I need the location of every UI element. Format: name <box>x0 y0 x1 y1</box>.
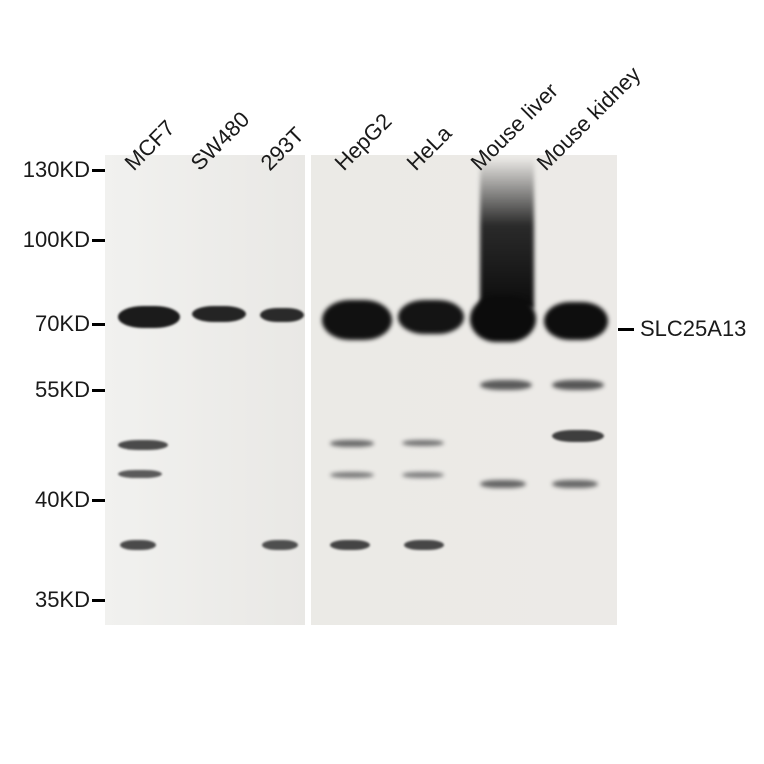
band-main-lane-0 <box>118 306 180 328</box>
band-secondary-13 <box>480 480 526 488</box>
mw-tick-1 <box>92 239 105 242</box>
band-main-lane-4 <box>398 300 464 334</box>
band-secondary-11 <box>552 380 604 390</box>
mw-tick-4 <box>92 499 105 502</box>
band-main-lane-1 <box>192 306 246 322</box>
band-main-lane-3 <box>322 300 392 340</box>
mw-label-4: 40KD <box>0 487 90 513</box>
lane-smear-mouse-liver <box>480 158 534 308</box>
blot-membrane-left <box>105 155 305 625</box>
protein-label: SLC25A13 <box>640 316 746 342</box>
band-secondary-14 <box>552 480 598 488</box>
band-secondary-8 <box>330 540 370 550</box>
band-secondary-6 <box>330 472 374 478</box>
band-secondary-7 <box>402 472 444 478</box>
mw-label-5: 35KD <box>0 587 90 613</box>
mw-tick-2 <box>92 323 105 326</box>
band-secondary-12 <box>552 430 604 442</box>
mw-tick-5 <box>92 599 105 602</box>
band-secondary-5 <box>402 440 444 446</box>
band-secondary-1 <box>118 470 162 478</box>
band-secondary-0 <box>118 440 168 450</box>
mw-tick-0 <box>92 169 105 172</box>
blot-membrane-right <box>311 155 617 625</box>
band-secondary-4 <box>330 440 374 447</box>
protein-label-tick <box>618 328 634 331</box>
mw-label-2: 70KD <box>0 311 90 337</box>
mw-label-0: 130KD <box>0 157 90 183</box>
band-main-lane-2 <box>260 308 304 322</box>
band-main-lane-6 <box>544 302 608 340</box>
mw-label-3: 55KD <box>0 377 90 403</box>
mw-label-1: 100KD <box>0 227 90 253</box>
mw-tick-3 <box>92 389 105 392</box>
band-main-lane-5 <box>470 296 536 342</box>
membrane-gap <box>305 155 311 625</box>
band-secondary-9 <box>404 540 444 550</box>
band-secondary-2 <box>120 540 156 550</box>
band-secondary-3 <box>262 540 298 550</box>
band-secondary-10 <box>480 380 532 390</box>
